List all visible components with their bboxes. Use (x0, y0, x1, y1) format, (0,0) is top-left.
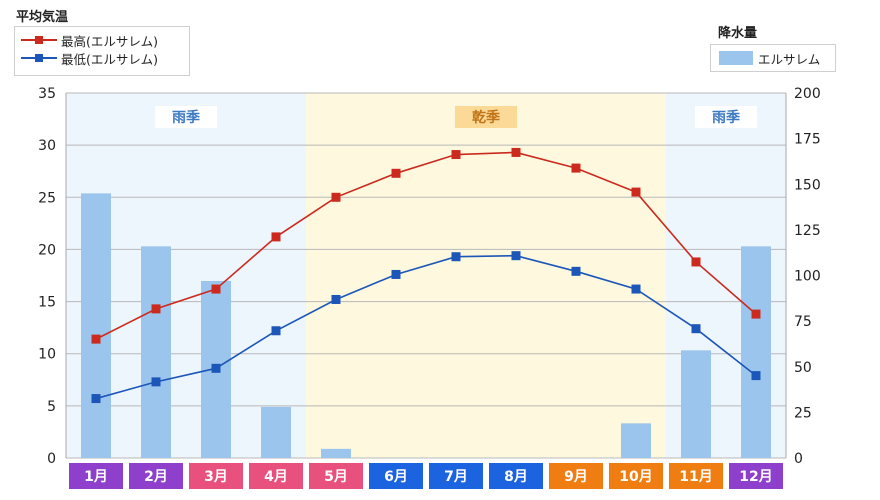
left-tick-label: 35 (38, 86, 56, 102)
month-badge-12 (729, 463, 783, 489)
left-tick-label: 25 (38, 190, 56, 206)
temp-point-1-7 (451, 252, 461, 262)
temp-point-0-2 (151, 304, 161, 314)
right-tick-label: 25 (794, 405, 812, 421)
month-label-11: 11月 (679, 469, 712, 485)
temp-point-0-6 (391, 168, 401, 178)
season-tag-bg-0 (155, 106, 217, 128)
temp-point-1-9 (571, 266, 581, 276)
temp-line-1 (95, 254, 757, 400)
left-tick-label: 30 (38, 138, 56, 154)
legend-item-max: 最高(エルサレム) (15, 31, 189, 49)
left-tick-label: 5 (47, 399, 56, 415)
legend-label-rain: エルサレム (758, 51, 821, 67)
month-badge-4 (249, 463, 303, 489)
season-label-0: 雨季 (172, 109, 200, 126)
season-tag-bg-2 (695, 106, 757, 128)
season-label-2: 雨季 (712, 109, 740, 126)
temperature-legend: 最高(エルサレム) 最低(エルサレム) (14, 26, 190, 76)
month-label-2: 2月 (144, 469, 168, 485)
rain-bar-1 (81, 193, 111, 458)
month-badge-9 (549, 463, 603, 489)
month-badge-11 (669, 463, 723, 489)
legend-swatch-rain (719, 51, 753, 65)
left-tick-label: 10 (38, 347, 56, 363)
temp-point-1-5 (331, 294, 341, 304)
rain-bar-10 (621, 423, 651, 458)
temp-point-1-1 (91, 394, 101, 404)
legend-swatch-min (21, 52, 57, 64)
right-tick-label: 125 (794, 223, 821, 239)
temp-point-0-7 (451, 150, 461, 160)
right-tick-label: 50 (794, 360, 812, 376)
season-band-1 (306, 93, 666, 458)
temp-point-1-8 (511, 251, 521, 261)
temp-point-0-3 (211, 284, 221, 294)
month-label-6: 6月 (384, 469, 408, 485)
temp-point-0-12 (751, 309, 761, 319)
season-label-1: 乾季 (472, 109, 500, 126)
month-badge-6 (369, 463, 423, 489)
month-badge-8 (489, 463, 543, 489)
temp-point-1-3 (211, 363, 221, 373)
temp-point-0-4 (271, 232, 281, 242)
precipitation-axis-title: 降水量 (718, 26, 758, 41)
temp-point-1-4 (271, 326, 281, 336)
temp-point-1-6 (391, 269, 401, 279)
legend-item-min: 最低(エルサレム) (15, 49, 189, 67)
month-label-7: 7月 (444, 469, 468, 485)
left-tick-label: 15 (38, 295, 56, 311)
season-tag-bg-1 (455, 106, 517, 128)
temp-point-1-10 (631, 284, 641, 294)
temp-point-1-12 (751, 371, 761, 381)
month-label-1: 1月 (84, 469, 108, 485)
month-badge-2 (129, 463, 183, 489)
right-tick-label: 0 (794, 451, 803, 467)
month-badge-3 (189, 463, 243, 489)
month-label-4: 4月 (264, 469, 288, 485)
temperature-axis-title: 平均気温 (16, 10, 69, 25)
left-tick-label: 20 (38, 242, 56, 258)
month-label-10: 10月 (619, 469, 652, 485)
month-label-8: 8月 (504, 469, 528, 485)
month-badge-10 (609, 463, 663, 489)
month-badge-7 (429, 463, 483, 489)
temp-point-1-2 (151, 377, 161, 387)
left-tick-label: 0 (47, 451, 56, 467)
month-badge-1 (69, 463, 123, 489)
rain-bar-11 (681, 350, 711, 458)
legend-swatch-max (21, 34, 57, 46)
legend-label-min: 最低(エルサレム) (61, 51, 159, 67)
temp-line-0 (95, 151, 757, 340)
right-tick-label: 175 (794, 132, 821, 148)
temp-point-0-5 (331, 192, 341, 202)
right-tick-label: 200 (794, 86, 821, 102)
rain-bar-5 (321, 448, 351, 458)
temp-point-0-9 (571, 163, 581, 173)
temp-point-0-11 (691, 257, 701, 267)
rain-bar-4 (261, 406, 291, 458)
month-badge-5 (309, 463, 363, 489)
month-label-5: 5月 (324, 469, 348, 485)
temp-point-0-10 (631, 187, 641, 197)
right-tick-label: 150 (794, 177, 821, 193)
right-tick-label: 100 (794, 269, 821, 285)
month-label-9: 9月 (564, 469, 588, 485)
precipitation-legend: エルサレム (710, 44, 836, 72)
rain-bar-2 (141, 246, 171, 458)
temp-point-1-11 (691, 324, 701, 334)
rain-bar-12 (741, 246, 771, 458)
right-tick-label: 75 (794, 314, 812, 330)
month-label-12: 12月 (739, 469, 772, 485)
temp-point-0-8 (511, 147, 521, 157)
legend-label-max: 最高(エルサレム) (61, 33, 159, 49)
month-label-3: 3月 (204, 469, 228, 485)
temp-point-0-1 (91, 334, 101, 344)
